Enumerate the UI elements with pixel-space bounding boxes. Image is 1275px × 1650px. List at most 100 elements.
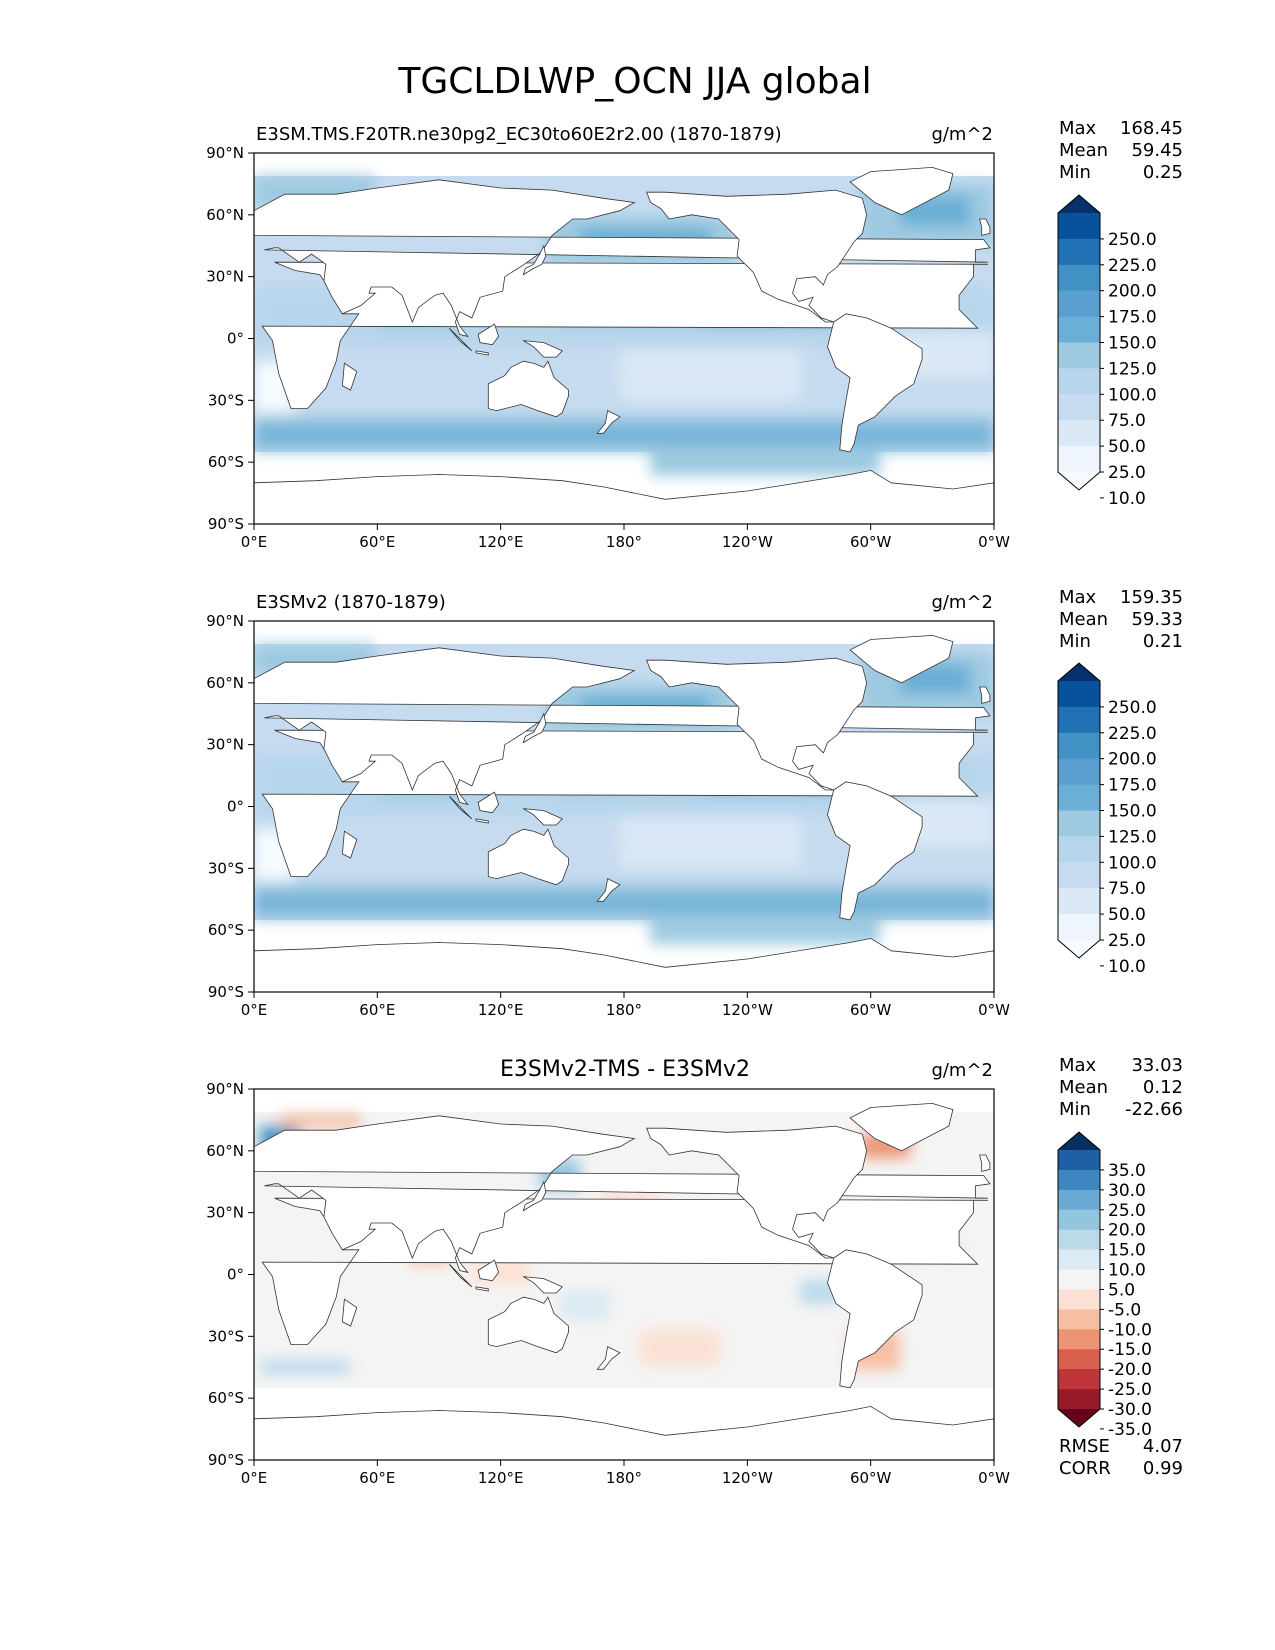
panel-3-xtick-label: 0°W: [978, 1469, 1010, 1487]
panel-1-colorbar-segment: [1058, 290, 1100, 318]
panel-3-colorbar-segment: [1058, 1229, 1100, 1251]
panel-3-colorbar-extend-top: [1058, 1132, 1100, 1150]
panel-2-colorbar-segment: [1058, 810, 1100, 837]
panel-1-colorbar-label: 175.0: [1108, 308, 1157, 328]
panel-3-stat-label: Mean: [1059, 1077, 1108, 1098]
panel-2-ytick-label: 60°N: [206, 674, 244, 692]
coastline-3-2: [646, 1125, 868, 1259]
panel-3-colorbar-label: -20.0: [1108, 1360, 1152, 1380]
panel-2-stat-label: Max: [1059, 587, 1097, 608]
panel-3-colorbar-extend-bottom: [1058, 1409, 1100, 1427]
panel-2-ytick-label: 0°: [227, 798, 244, 816]
metric-value: 4.07: [1143, 1436, 1183, 1457]
panel-3-colorbar-segment: [1058, 1189, 1100, 1211]
coastline-2-4: [827, 781, 923, 921]
panel-2-colorbar-label: 150.0: [1108, 802, 1157, 822]
panel-1-colorbar-label: 125.0: [1108, 359, 1157, 379]
panel-3-stat-label: Min: [1059, 1099, 1091, 1120]
coastline-2-3: [849, 634, 954, 684]
coastline-3-11: [448, 1263, 473, 1288]
panel-3-title: E3SMv2-TMS - E3SMv2: [500, 1057, 750, 1082]
coastline-1-9: [596, 409, 621, 434]
coastline-3-1: [253, 1115, 991, 1274]
coastline-2-7: [341, 830, 358, 859]
panel-3-units: g/m^2: [931, 1060, 993, 1081]
panel-2-colorbar-label: 125.0: [1108, 827, 1157, 847]
coastline-1-10: [979, 218, 991, 236]
panel-1-colorbar-segment: [1058, 342, 1100, 369]
panel-3-colorbar-label: 30.0: [1108, 1181, 1146, 1201]
coastline-3-9: [596, 1345, 621, 1370]
panel-3-xtick-label: 120°E: [478, 1469, 524, 1487]
metric-value: 0.99: [1143, 1458, 1183, 1479]
panel-1-colorbar-extend-top: [1058, 195, 1100, 213]
panel-3-xtick-label: 120°W: [722, 1469, 773, 1487]
coastline-2-13: [477, 791, 500, 814]
panel-2-stat-value: 59.33: [1131, 609, 1183, 630]
panel-3-stat-value: 33.03: [1131, 1055, 1183, 1076]
axes: 0°E 60°E 120°E 180° 120°W 60°W 0°W 90°N 60°N 30°N…: [206, 144, 1010, 1487]
panel-2-colorbar-segment: [1058, 758, 1100, 786]
panel-1-units: g/m^2: [931, 124, 993, 145]
coastline-1-4: [827, 313, 923, 453]
panel-2-stat-value: 159.35: [1120, 587, 1183, 608]
panel-2-colorbar-extend-bottom: [1058, 940, 1100, 958]
panel-1-xtick-label: 60°W: [850, 533, 892, 551]
panel-3-colorbar-segment: [1058, 1169, 1100, 1191]
panel-2-stat-value: 0.21: [1143, 631, 1183, 652]
panel-2-xtick-label: 0°W: [978, 1001, 1010, 1019]
coastline-3-5: [487, 1296, 569, 1354]
panel-3-colorbar-segment: [1058, 1349, 1100, 1370]
panel-3-ytick-label: 90°N: [206, 1080, 244, 1098]
coastline-2-5: [487, 828, 569, 886]
coastline-2-10: [979, 686, 991, 704]
panel-1-xtick-label: 0°E: [241, 533, 268, 551]
panel-3-ytick-label: 90°S: [208, 1451, 244, 1469]
panel-2-xtick-label: 60°E: [359, 1001, 395, 1019]
panel-2-xtick-label: 120°W: [722, 1001, 773, 1019]
coastline-3-13: [477, 1259, 500, 1282]
coastline-3-14: [523, 1276, 563, 1294]
panel-3-ytick-label: 30°S: [208, 1327, 244, 1345]
panel-1-colorbar-segment: [1058, 368, 1100, 395]
coastline-2-8: [522, 712, 547, 744]
panel-1-colorbar-label: 250.0: [1108, 230, 1157, 250]
panel-2-colorbar-label: 100.0: [1108, 853, 1157, 873]
coastline-1-2: [646, 189, 868, 323]
panel-2-colorbar-segment: [1058, 706, 1100, 734]
coastline-2-12: [475, 818, 489, 824]
panel-2-colorbar-segment: [1058, 836, 1100, 863]
panel-3-colorbar-segment: [1058, 1389, 1100, 1410]
panel-2-ytick-label: 90°S: [208, 983, 244, 1001]
panel-2-colorbar-label: 225.0: [1108, 724, 1157, 744]
panel-2-colorbar-label: 50.0: [1108, 905, 1146, 925]
panel-3-ytick-label: 60°N: [206, 1142, 244, 1160]
panel-3-colorbar-label: -35.0: [1108, 1420, 1152, 1440]
panel-3-xtick-label: 60°E: [359, 1469, 395, 1487]
panel-1-ytick-label: 0°: [227, 330, 244, 348]
panel-1-colorbar-label: 50.0: [1108, 437, 1146, 457]
coastline-1-12: [475, 350, 489, 356]
coastline-1-11: [448, 327, 473, 352]
coastline-2-14: [523, 808, 563, 826]
coastline-1-14: [523, 340, 563, 358]
panel-1-stat-value: 0.25: [1143, 162, 1183, 183]
panel-3-xtick-label: 60°W: [850, 1469, 892, 1487]
panel-3-ytick-label: 0°: [227, 1266, 244, 1284]
panel-2-colorbar-label: 25.0: [1108, 931, 1146, 951]
panel-2-xtick-label: 60°W: [850, 1001, 892, 1019]
panel-3-colorbar-segment: [1058, 1249, 1100, 1271]
panel-3-colorbar-segment: [1058, 1369, 1100, 1390]
coastline-3-10: [979, 1154, 991, 1172]
panel-1-colorbar-label: 225.0: [1108, 256, 1157, 276]
panel-2-colorbar-label: 250.0: [1108, 698, 1157, 718]
panel-1-xtick-label: 0°W: [978, 533, 1010, 551]
panel-3-colorbar-label: -15.0: [1108, 1340, 1152, 1360]
panel-2-colorbar-label: 175.0: [1108, 776, 1157, 796]
panel-3-colorbar-segment: [1058, 1289, 1100, 1310]
coastline-1-8: [522, 244, 547, 276]
coastline-2-2: [646, 657, 868, 791]
coastline-1-13: [477, 323, 500, 346]
panel-2-colorbar-segment: [1058, 732, 1100, 760]
